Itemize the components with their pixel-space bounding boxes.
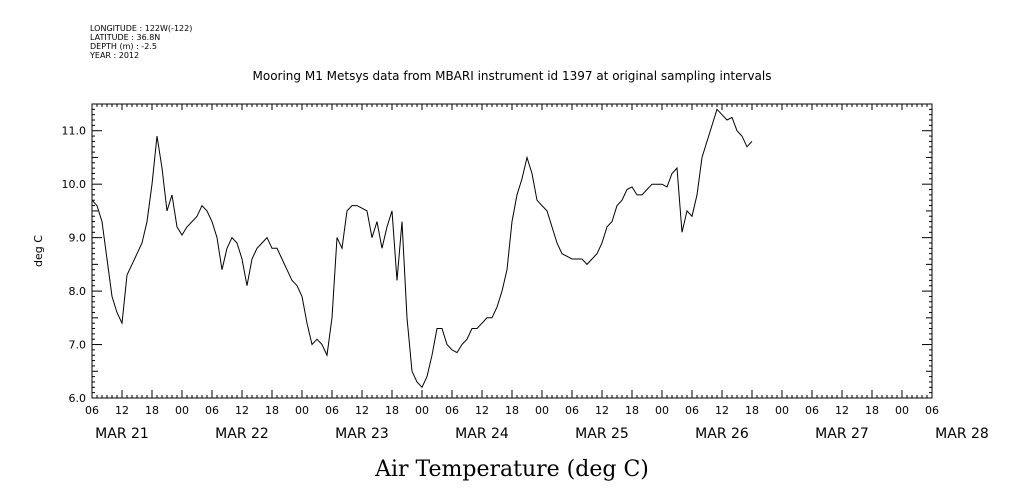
- x-hour-label: 18: [145, 404, 159, 417]
- chart-title: Mooring M1 Metsys data from MBARI instru…: [253, 69, 772, 83]
- series-line: [91, 108, 753, 389]
- x-hour-label: 00: [535, 404, 549, 417]
- x-hour-label: 00: [415, 404, 429, 417]
- x-axis-label: Air Temperature (deg C): [374, 457, 649, 482]
- x-hour-label: 12: [835, 404, 849, 417]
- x-hour-label: 00: [295, 404, 309, 417]
- x-hour-label: 00: [175, 404, 189, 417]
- x-hour-label: 12: [595, 404, 609, 417]
- x-date-label: MAR 24: [455, 426, 509, 442]
- x-hour-label: 00: [775, 404, 789, 417]
- y-tick-label: 8.0: [69, 285, 87, 298]
- x-hour-label: 06: [925, 404, 939, 417]
- meta-year: YEAR : 2012: [89, 51, 139, 60]
- x-hour-label: 18: [505, 404, 519, 417]
- y-tick-label: 10.0: [62, 178, 87, 191]
- x-date-label: MAR 28: [935, 426, 989, 442]
- x-hour-label: 06: [325, 404, 339, 417]
- metadata-block: LONGITUDE : 122W(-122) LATITUDE : 36.8N …: [89, 24, 192, 60]
- meta-longitude: LONGITUDE : 122W(-122): [90, 24, 192, 33]
- x-hour-label: 06: [805, 404, 819, 417]
- plot-frame: [91, 103, 933, 399]
- y-tick-label: 7.0: [69, 339, 87, 352]
- x-hour-label: 12: [115, 404, 129, 417]
- x-hour-label: 12: [715, 404, 729, 417]
- x-date-label: MAR 27: [815, 426, 869, 442]
- x-date-label: MAR 21: [95, 426, 149, 442]
- y-tick-label: 11.0: [62, 125, 87, 138]
- x-hour-label: 12: [355, 404, 369, 417]
- y-axis: 6.0 7.0 8.0 9.0 10.0 11.0: [62, 103, 932, 405]
- x-hour-label: 18: [265, 404, 279, 417]
- x-hour-label: 12: [235, 404, 249, 417]
- x-hour-label: 12: [475, 404, 489, 417]
- meta-latitude: LATITUDE : 36.8N: [90, 33, 160, 42]
- x-hour-label: 18: [625, 404, 639, 417]
- x-hour-label: 18: [745, 404, 759, 417]
- x-date-label: MAR 22: [215, 426, 269, 442]
- x-hour-label: 18: [385, 404, 399, 417]
- x-hour-label: 00: [655, 404, 669, 417]
- x-axis: 06 12 18 00 06 12 18 00 06 12 18 00 06 12 18 00 06 12 18 00…: [85, 104, 989, 442]
- x-date-label: MAR 26: [695, 426, 749, 442]
- x-hour-label: 00: [895, 404, 909, 417]
- y-tick-label: 9.0: [69, 232, 87, 245]
- x-hour-label: 06: [685, 404, 699, 417]
- meta-depth: DEPTH (m) : -2.5: [90, 42, 157, 51]
- x-date-label: MAR 25: [575, 426, 629, 442]
- x-date-label: MAR 23: [335, 426, 389, 442]
- x-hour-label: 18: [865, 404, 879, 417]
- x-hour-label: 06: [445, 404, 459, 417]
- y-axis-label: deg C: [32, 235, 45, 267]
- x-hour-label: 06: [85, 404, 99, 417]
- x-hour-label: 06: [565, 404, 579, 417]
- y-tick-label: 6.0: [69, 392, 87, 405]
- x-hour-label: 06: [205, 404, 219, 417]
